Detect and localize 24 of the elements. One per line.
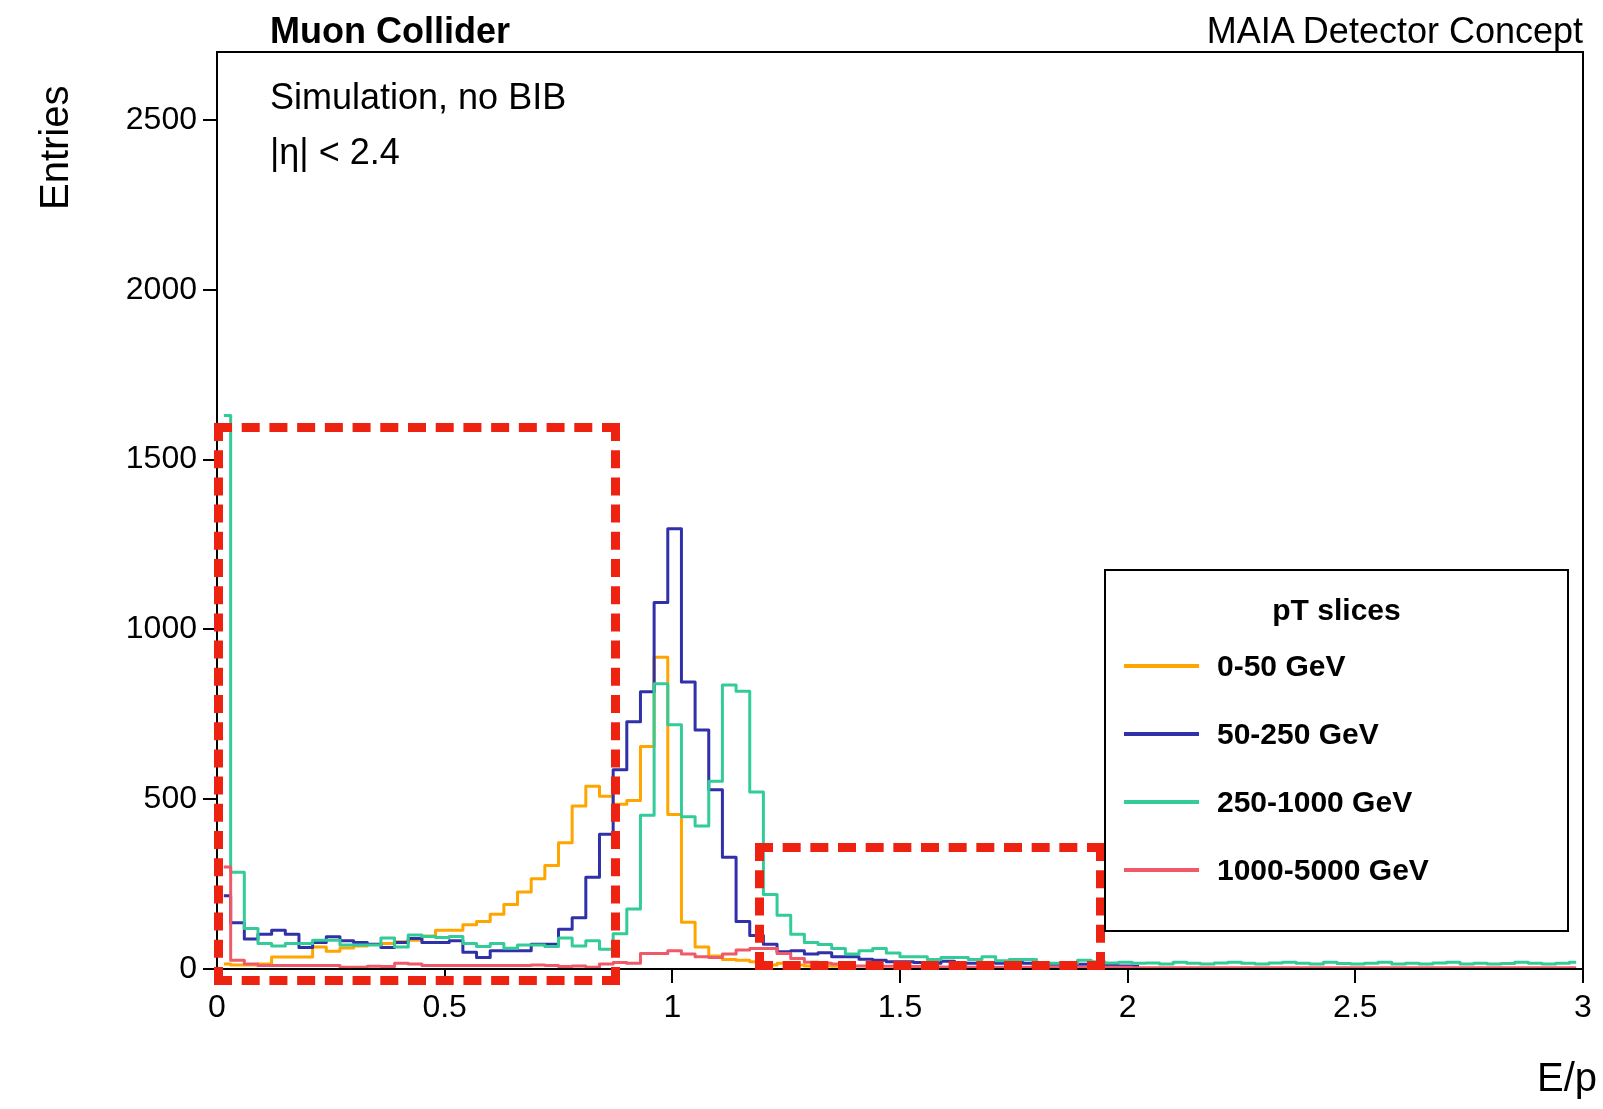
y-tick-label: 2500 <box>125 99 197 136</box>
legend-label: 0-50 GeV <box>1217 649 1346 683</box>
y-tick-label: 500 <box>143 779 197 816</box>
y-tick-label: 1000 <box>125 609 197 646</box>
x-tick-label: 1.5 <box>877 988 923 1025</box>
annotation: |η| < 2.4 <box>270 131 400 173</box>
chart-title: Muon Collider <box>270 10 510 52</box>
annotation: Simulation, no BIB <box>270 76 567 118</box>
legend-title: pT slices <box>1271 593 1402 627</box>
x-tick-label: 0 <box>208 988 226 1025</box>
chart-subtitle: MAIA Detector Concept <box>1206 10 1583 52</box>
legend-label: 1000-5000 GeV <box>1217 853 1429 887</box>
x-tick-label: 2 <box>1118 988 1137 1025</box>
y-tick-label: 0 <box>179 948 197 985</box>
x-tick-label: 2.5 <box>1333 988 1378 1025</box>
x-tick-label: 3 <box>1574 988 1592 1025</box>
x-axis-title: E/p <box>1536 1055 1597 1100</box>
y-axis-title: Entries <box>32 85 77 210</box>
x-tick-label: 0.5 <box>422 988 467 1025</box>
legend-label: 250-1000 GeV <box>1217 785 1413 819</box>
x-tick-label: 1 <box>663 988 682 1025</box>
y-tick-label: 1500 <box>125 439 197 476</box>
y-tick-label: 2000 <box>125 269 197 306</box>
legend-label: 50-250 GeV <box>1217 717 1379 751</box>
